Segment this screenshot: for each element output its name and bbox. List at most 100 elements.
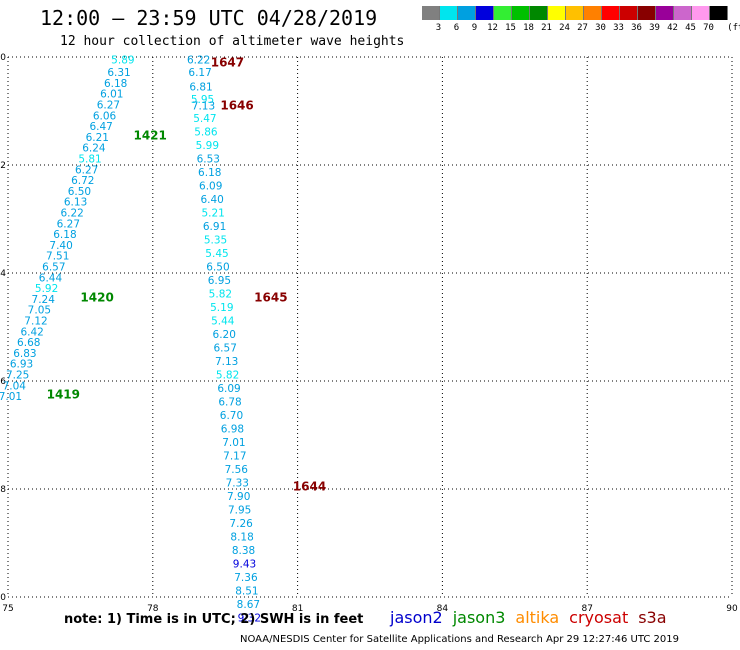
wave-height-value: 5.19 (210, 302, 233, 314)
legend-swatch (602, 6, 620, 20)
pass-number-label: 1420 (80, 290, 113, 304)
legend-swatch (530, 6, 548, 20)
legend-label: 18 (523, 23, 534, 33)
legend-swatch (710, 6, 728, 20)
wave-height-value: 7.51 (46, 251, 69, 263)
wave-height-value: 6.42 (20, 326, 43, 338)
wave-height-value: 6.72 (71, 175, 94, 187)
wave-height-value: 5.82 (216, 370, 239, 382)
x-tick-label: 81 (292, 604, 303, 614)
satellite-name: altika (515, 608, 560, 627)
wave-height-value: 6.83 (13, 348, 36, 360)
wave-height-value: 6.44 (39, 272, 63, 284)
wave-height-value: 5.95 (191, 94, 214, 106)
legend-swatch (584, 6, 602, 20)
wave-height-value: 6.17 (188, 67, 211, 79)
x-tick-label: 87 (581, 604, 592, 614)
wave-height-value: 6.21 (86, 132, 109, 144)
wave-height-value: 7.56 (225, 464, 249, 476)
wave-height-value: 6.13 (64, 197, 87, 209)
wave-height-value: 6.22 (187, 55, 210, 67)
wave-height-value: 6.40 (200, 194, 223, 206)
wave-height-value: 7.13 (215, 356, 238, 368)
pass-number-label: 1644 (293, 479, 326, 493)
satellite-key: jason2 jason3 altika cryosat s3a (390, 608, 677, 627)
wave-height-value: 6.20 (213, 329, 236, 341)
wave-height-value: 6.91 (203, 221, 226, 233)
wave-height-value: 6.27 (97, 100, 120, 112)
legend-swatch (476, 6, 494, 20)
wave-height-value: 6.78 (218, 397, 241, 409)
wave-height-value: 6.22 (60, 208, 83, 220)
wave-height-value: 7.40 (49, 240, 72, 252)
legend-swatch (674, 6, 692, 20)
wave-height-value: 7.95 (228, 505, 251, 517)
wave-height-value: 6.57 (214, 343, 237, 355)
legend-label: 36 (631, 23, 642, 33)
x-tick-label: 75 (2, 604, 13, 614)
wave-height-value: 7.12 (24, 316, 47, 328)
wave-height-value: 9.43 (233, 559, 256, 571)
legend-label: 6 (453, 23, 460, 33)
wave-height-value: 6.09 (199, 181, 222, 193)
wave-height-value: 8.18 (230, 532, 253, 544)
wave-height-value: 7.01 (0, 391, 22, 403)
wave-height-value: 5.81 (78, 154, 101, 166)
wave-height-value: 5.92 (35, 283, 58, 295)
legend-swatch (458, 6, 476, 20)
wave-height-value: 6.98 (221, 424, 244, 436)
legend-label: 27 (577, 23, 588, 33)
legend-label: 15 (505, 23, 516, 33)
page-title: 12:00 – 23:59 UTC 04/28/2019 (40, 6, 378, 30)
legend-swatch (692, 6, 710, 20)
wave-height-value: 5.82 (209, 289, 232, 301)
wave-height-value: 5.89 (111, 55, 134, 67)
legend-swatch (548, 6, 566, 20)
y-tick-label: -2 (0, 161, 6, 171)
wave-height-value: 7.33 (226, 478, 249, 490)
wave-height-value: 6.18 (104, 78, 127, 90)
wave-height-value: 6.01 (100, 89, 123, 101)
wave-height-value: 8.38 (232, 545, 255, 557)
wave-height-value: 8.51 (235, 586, 258, 598)
y-tick-label: -6 (0, 377, 6, 387)
wave-height-value: 7.90 (227, 491, 250, 503)
wave-height-value: 7.26 (229, 518, 253, 530)
wave-height-value: 6.27 (57, 218, 80, 230)
wave-height-value: 6.68 (17, 337, 40, 349)
pass-number-label: 1419 (47, 388, 80, 402)
legend-swatch (638, 6, 656, 20)
legend-label: 3 (435, 23, 442, 33)
legend-label: 70 (703, 23, 714, 33)
wave-height-value: 7.13 (192, 101, 215, 113)
wave-height-value: 6.18 (53, 229, 76, 241)
wave-height-value: 6.53 (197, 154, 220, 166)
y-tick-label: -8 (0, 485, 6, 495)
wave-height-value: 6.47 (89, 121, 112, 133)
satellite-name: jason2 (390, 608, 443, 627)
wave-height-value: 5.47 (193, 113, 216, 125)
wave-height-value: 9.32 (238, 613, 261, 625)
y-tick-label: -10 (0, 593, 6, 603)
wave-height-value: 8.67 (237, 599, 260, 611)
pass-number-label: 1646 (220, 99, 253, 113)
wave-height-value: 7.01 (222, 437, 245, 449)
pass-number-label: 1421 (133, 128, 166, 142)
wave-height-value: 5.99 (196, 140, 219, 152)
legend-label: 33 (613, 23, 624, 33)
y-tick-label: 0 (0, 53, 6, 63)
wave-height-value: 7.24 (32, 294, 56, 306)
wave-height-value: 6.31 (107, 67, 130, 79)
wave-height-value: 5.86 (194, 127, 218, 139)
x-tick-label: 78 (147, 604, 159, 614)
footer-credit: NOAA/NESDIS Center for Satellite Applica… (240, 634, 679, 645)
legend-swatch (566, 6, 584, 20)
legend-unit: (ft) (727, 23, 740, 33)
legend-label: 9 (471, 23, 478, 33)
wave-height-value: 5.45 (205, 248, 228, 260)
legend-label: 45 (685, 23, 696, 33)
wave-height-value: 6.09 (217, 383, 240, 395)
wave-height-value: 6.27 (75, 164, 98, 176)
satellite-name: cryosat (569, 608, 629, 627)
legend-label: 24 (559, 23, 570, 33)
